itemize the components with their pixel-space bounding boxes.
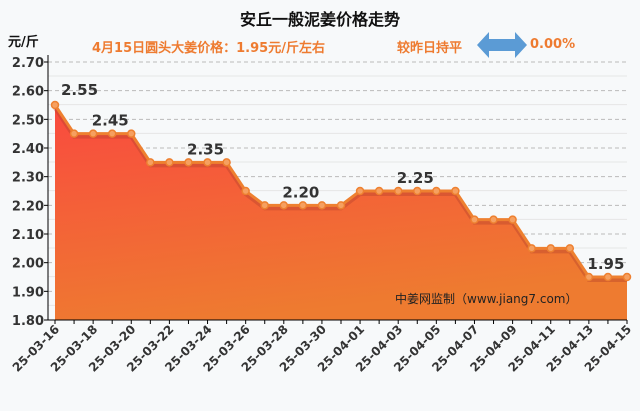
data-point bbox=[107, 129, 117, 138]
y-tick-label: 1.90 bbox=[12, 285, 44, 300]
data-point bbox=[603, 272, 613, 282]
price-area bbox=[55, 105, 627, 320]
data-point bbox=[393, 186, 403, 196]
chart-title: 安丘一般泥姜价格走势 bbox=[239, 10, 400, 29]
data-point bbox=[146, 158, 155, 167]
headline-price: 4月15日圆头大姜价格：1.95元/斤左右 bbox=[92, 41, 325, 56]
data-point bbox=[241, 186, 250, 196]
data-point bbox=[69, 129, 79, 138]
data-point bbox=[546, 244, 555, 253]
y-tick-label: 2.70 bbox=[12, 56, 44, 71]
data-point bbox=[222, 158, 231, 167]
data-label: 2.35 bbox=[187, 140, 224, 158]
data-point bbox=[260, 201, 269, 210]
y-tick-label: 2.60 bbox=[12, 85, 44, 100]
data-point bbox=[184, 158, 193, 167]
data-point bbox=[127, 129, 136, 138]
data-label: 1.95 bbox=[587, 255, 624, 273]
data-label: 2.20 bbox=[282, 183, 319, 201]
data-point bbox=[565, 244, 575, 253]
data-point bbox=[527, 244, 536, 253]
y-tick-label: 1.80 bbox=[12, 314, 44, 329]
data-point bbox=[203, 158, 212, 167]
y-tick-label: 2.20 bbox=[12, 199, 44, 214]
compare-text: 较昨日持平 bbox=[397, 41, 463, 56]
data-point bbox=[470, 215, 479, 224]
data-point bbox=[374, 186, 384, 196]
data-point bbox=[317, 201, 327, 210]
data-point bbox=[451, 186, 460, 196]
data-point bbox=[88, 129, 98, 138]
data-label: 2.55 bbox=[61, 81, 98, 99]
data-point bbox=[165, 158, 174, 167]
data-point bbox=[355, 186, 365, 196]
y-tick-label: 2.40 bbox=[12, 142, 44, 157]
y-tick-label: 2.50 bbox=[12, 113, 44, 128]
data-point bbox=[432, 186, 441, 196]
double-arrow-icon bbox=[477, 32, 527, 58]
data-point bbox=[413, 186, 422, 196]
data-label: 2.25 bbox=[397, 169, 434, 187]
data-point bbox=[279, 201, 289, 210]
data-point bbox=[336, 201, 346, 210]
data-point bbox=[584, 272, 594, 282]
data-point bbox=[622, 272, 632, 282]
y-tick-label: 2.30 bbox=[12, 171, 44, 186]
data-label: 2.45 bbox=[92, 112, 129, 130]
watermark: 中姜网监制（www.jiang7.com） bbox=[395, 292, 578, 306]
data-point bbox=[298, 201, 308, 210]
y-axis-unit: 元/斤 bbox=[8, 35, 39, 50]
y-tick-label: 2.00 bbox=[12, 257, 44, 272]
data-point bbox=[508, 215, 517, 224]
change-percent: 0.00% bbox=[530, 37, 576, 52]
data-point bbox=[50, 100, 60, 110]
y-tick-label: 2.10 bbox=[12, 228, 44, 243]
data-point bbox=[489, 215, 498, 224]
